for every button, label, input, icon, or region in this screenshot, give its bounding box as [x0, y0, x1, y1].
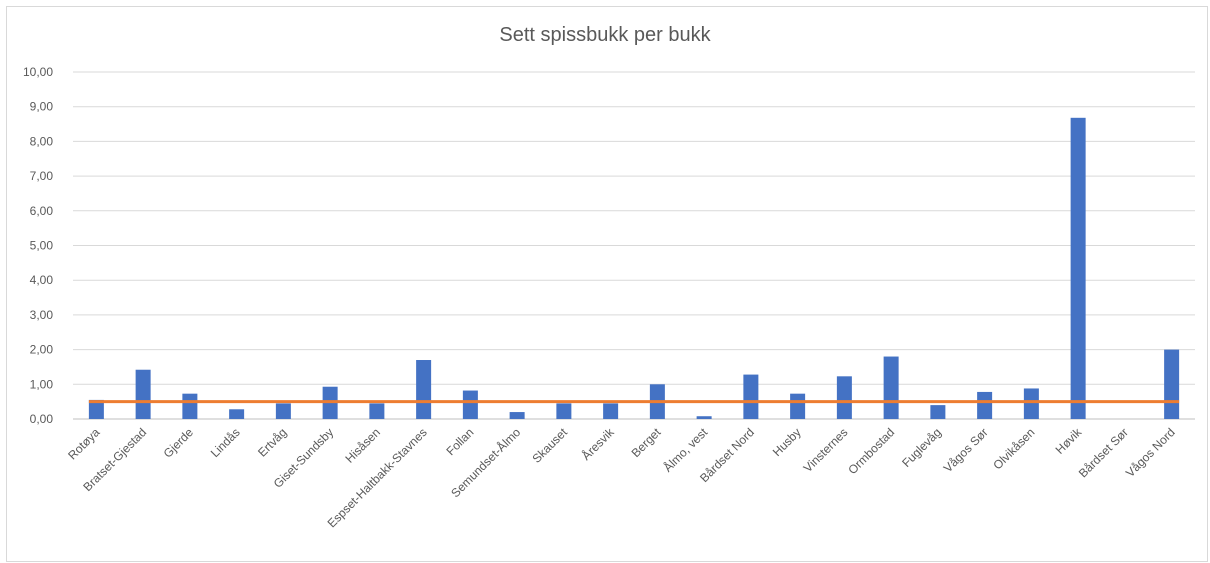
bar [135, 369, 151, 419]
bar [182, 393, 198, 419]
bar [509, 412, 525, 419]
x-tick-label: Follan [443, 425, 476, 458]
y-tick-label: 6,00 [30, 204, 54, 218]
x-tick-label: Vågos Sør [941, 425, 991, 475]
x-tick-label: Olvikåsen [990, 425, 1037, 472]
bar [603, 403, 619, 419]
chart-frame [6, 6, 1208, 562]
x-tick-label: Hisåsen [342, 425, 383, 466]
bar [1070, 117, 1086, 419]
bar [1023, 388, 1039, 419]
bar [836, 376, 852, 419]
y-tick-label: 1,00 [30, 377, 54, 391]
x-tick-label: Fuglevåg [899, 425, 944, 470]
y-tick-label: 4,00 [30, 273, 54, 287]
bar [743, 374, 759, 419]
bar [790, 393, 806, 419]
x-tick-label: Ålmo, vest [660, 424, 711, 475]
chart-title: Sett spissbukk per bukk [499, 24, 711, 46]
y-tick-label: 7,00 [30, 169, 54, 183]
y-tick-label: 8,00 [30, 134, 54, 148]
x-tick-label: Lindås [208, 425, 243, 460]
bar [275, 403, 291, 419]
bar [883, 356, 899, 419]
bar [229, 409, 245, 419]
x-tick-label: Åresvik [578, 424, 617, 463]
x-tick-label: Ertvåg [255, 425, 289, 459]
bar [369, 403, 385, 419]
x-tick-label: Berget [629, 425, 664, 460]
bar [556, 403, 572, 419]
bar [696, 416, 712, 419]
y-tick-label: 9,00 [30, 100, 54, 114]
y-tick-label: 5,00 [30, 239, 54, 253]
y-tick-label: 3,00 [30, 308, 54, 322]
y-tick-label: 10,00 [23, 65, 53, 79]
x-tick-label: Skauset [529, 425, 570, 466]
bar [462, 390, 478, 419]
x-tick-label: Espset-Haltbakk-Stavnes [325, 425, 430, 530]
x-tick-label: Gjerde [161, 425, 197, 461]
bar [1164, 349, 1180, 419]
bar [88, 399, 104, 419]
x-tick-label: Husby [770, 425, 804, 459]
x-tick-label: Vågos Nord [1123, 425, 1178, 480]
y-tick-label: 2,00 [30, 343, 54, 357]
y-tick-label: 0,00 [30, 412, 54, 426]
x-tick-label: Bårdset Sør [1076, 425, 1131, 480]
x-tick-label: Ormbostad [845, 425, 897, 477]
bar [416, 360, 432, 419]
bar [977, 391, 993, 419]
x-tick-label: Vinsternes [801, 425, 851, 475]
x-tick-label: Høvik [1053, 425, 1085, 457]
x-tick-label: Rotøya [65, 425, 102, 462]
bar [930, 405, 946, 419]
